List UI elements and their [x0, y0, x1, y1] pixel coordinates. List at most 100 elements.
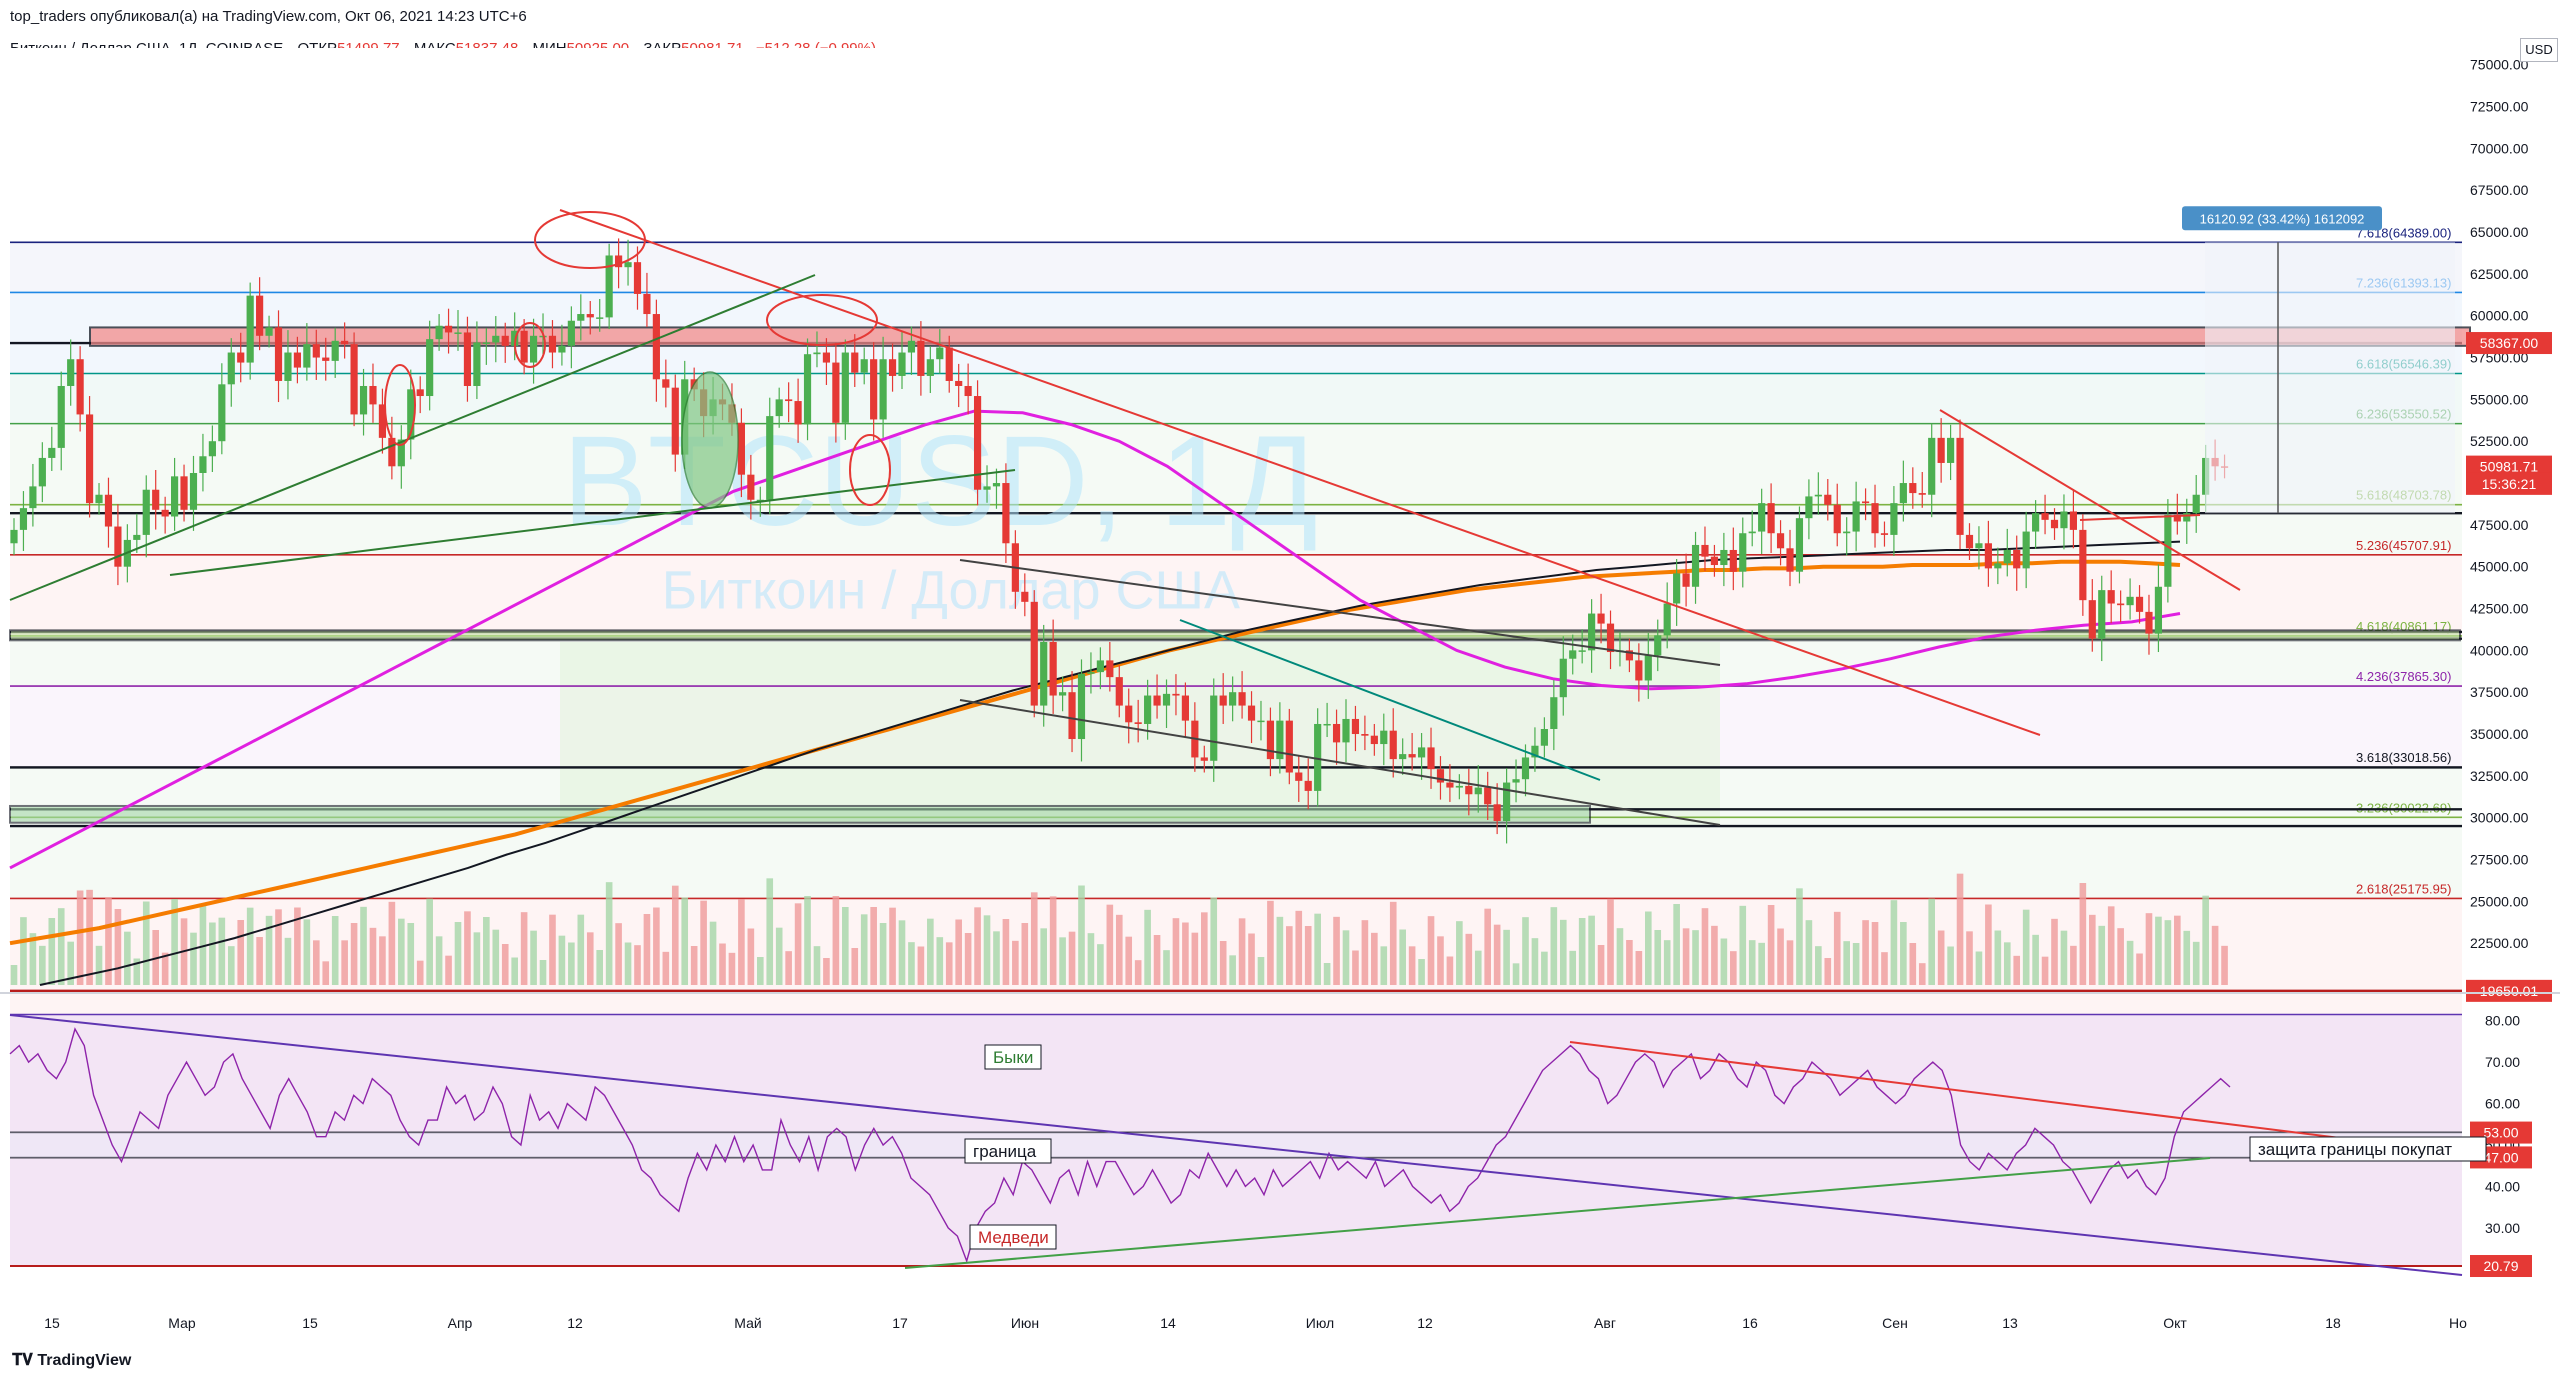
volume-bar [1796, 888, 1803, 985]
candle-body [2154, 586, 2163, 634]
volume-bar [1909, 943, 1917, 985]
volume-bar [1286, 926, 1293, 985]
candle-body [1417, 747, 1426, 758]
x-axis-tick-label: 14 [1160, 1315, 1176, 1331]
candle-body [114, 526, 122, 567]
volume-bar [218, 917, 226, 985]
candle-body [841, 352, 849, 423]
x-axis-tick-label: 16 [1742, 1315, 1758, 1331]
volume-bar [2013, 955, 2021, 985]
volume-bar [1012, 940, 1019, 985]
candle-body [180, 476, 188, 510]
candle-body [1484, 787, 1492, 805]
volume-bar [974, 907, 981, 985]
candle-body [2003, 549, 2011, 564]
y-axis-tick-label: 72500.00 [2470, 99, 2529, 115]
candle-body [133, 534, 141, 540]
rsi-tick-label: 80.00 [2485, 1013, 2520, 1029]
x-axis-tick-label: Но [2449, 1315, 2467, 1331]
volume-bar [700, 900, 707, 985]
candle-body [1559, 658, 1567, 698]
candle-body [766, 416, 774, 500]
volume-bar [558, 935, 566, 985]
volume-bar [501, 944, 509, 985]
candle-body [208, 441, 216, 457]
candle-body [529, 335, 538, 363]
candle-body [237, 352, 245, 363]
volume-bar [1720, 938, 1728, 985]
volume-bar [1711, 925, 1718, 985]
volume-bar [2060, 930, 2068, 985]
candle-body [1295, 772, 1303, 781]
volume-bar [1427, 916, 1435, 985]
candle-body [1531, 745, 1539, 758]
annotation-label: граница [973, 1142, 1037, 1161]
volume-bar [1333, 916, 1340, 985]
candle-body [1332, 723, 1341, 743]
volume-bar [1918, 963, 1926, 985]
candle-body [652, 314, 660, 380]
candle-body [161, 509, 169, 517]
candle-body [1351, 718, 1360, 735]
y-axis-tick-label: 52500.00 [2470, 433, 2529, 449]
x-axis-tick-label: 12 [567, 1315, 583, 1331]
candle-body [444, 325, 453, 333]
trendline [9, 274, 816, 601]
candle-body [1824, 494, 1832, 505]
volume-bar [454, 922, 462, 985]
x-axis-tick-label: 15 [302, 1315, 318, 1331]
volume-bar [105, 897, 112, 985]
trendline [169, 469, 1016, 576]
volume-bar [1663, 940, 1671, 985]
volume-bar [842, 907, 849, 985]
candle-body [1682, 573, 1690, 587]
candle-body [747, 474, 755, 500]
fib-level-label: 3.236(30022.69) [2356, 800, 2451, 815]
candle-body [1871, 503, 1879, 534]
candle-body [1427, 747, 1435, 770]
candle-body [832, 362, 840, 423]
currency-badge[interactable]: USD [2520, 38, 2558, 62]
volume-bar [227, 946, 235, 985]
volume-bar [407, 923, 415, 985]
candle-body [785, 399, 793, 402]
candle-body [48, 447, 56, 458]
volume-bar [728, 952, 736, 985]
candle-body [973, 396, 982, 490]
volume-bar [511, 957, 518, 985]
volume-bar [209, 922, 216, 985]
volume-bar [1928, 898, 1936, 985]
volume-bar [1021, 923, 1029, 985]
candle-body [945, 347, 953, 381]
y-axis-tick-label: 37500.00 [2470, 684, 2529, 700]
candle-body [1569, 650, 1577, 659]
candle-body [1937, 437, 1945, 463]
volume-bar [1172, 918, 1180, 985]
volume-bar [747, 928, 755, 985]
annotation-label: защита границы покупат [2258, 1140, 2452, 1159]
candle-body [454, 332, 462, 334]
annotation-box [969, 1224, 1057, 1250]
candle-body [615, 255, 623, 268]
fib-band [10, 817, 2462, 899]
volume-bar [445, 955, 452, 985]
candle-body [1399, 754, 1407, 760]
candle-body [463, 332, 472, 386]
x-axis-tick-label: 17 [892, 1315, 908, 1331]
y-axis-tick-label: 70000.00 [2470, 140, 2529, 156]
rsi-tick-label: 60.00 [2485, 1096, 2520, 1112]
candle-body [1021, 591, 1029, 602]
candle-body [218, 384, 226, 442]
candle-body [501, 335, 509, 346]
volume-bar [1304, 926, 1312, 985]
publisher-line: top_traders опубликовал(а) на TradingVie… [10, 8, 527, 25]
volume-bar [265, 915, 273, 985]
candle-body [407, 389, 415, 440]
y-axis-tick-label: 65000.00 [2470, 224, 2529, 240]
candle-body [284, 352, 292, 381]
measure-area [2205, 242, 2455, 514]
volume-bar [605, 882, 613, 985]
candle-body [624, 262, 632, 268]
